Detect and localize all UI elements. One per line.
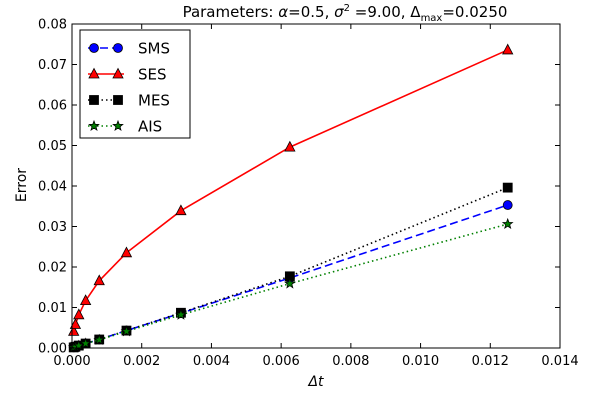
legend-marker xyxy=(88,67,100,79)
y-tick-label: 0.04 xyxy=(38,180,67,195)
data-point-sms xyxy=(502,200,513,210)
legend-marker xyxy=(113,95,123,105)
data-point-ses xyxy=(79,294,92,306)
legend-marker xyxy=(88,119,100,131)
legend-label: MES xyxy=(138,92,170,110)
series-ais xyxy=(67,217,514,353)
data-point-ais xyxy=(501,217,514,230)
series-line-mes xyxy=(73,186,509,349)
data-point-ses xyxy=(69,318,82,329)
x-tick-label: 0.000 xyxy=(53,354,90,369)
chart-title: Parameters: α=0.5, σ2 =9.00, Δmax=0.0250 xyxy=(183,3,508,24)
data-point-ses xyxy=(284,140,296,152)
data-point-ses xyxy=(73,308,85,320)
legend-marker xyxy=(112,119,124,131)
x-tick-label: 0.006 xyxy=(263,354,300,369)
legend: SMS SES MES AIS xyxy=(79,29,191,139)
y-tick-label: 0.05 xyxy=(38,139,67,154)
legend-label: SMS xyxy=(138,40,170,58)
legend-item-ses: SES xyxy=(88,66,167,84)
y-tick-label: 0.01 xyxy=(38,301,67,316)
x-tick-label: 0.012 xyxy=(472,354,509,369)
legend-item-mes: MES xyxy=(88,92,170,110)
legend-marker xyxy=(89,43,99,53)
x-tick-label: 0.014 xyxy=(541,354,578,369)
plot-frame xyxy=(71,23,561,349)
data-point-ais xyxy=(175,308,187,320)
x-tick-label: 0.002 xyxy=(123,354,160,369)
legend-marker xyxy=(89,95,99,105)
y-tick-label: 0.06 xyxy=(38,99,67,114)
data-point-ses xyxy=(120,246,133,258)
y-tick-label: 0.03 xyxy=(38,220,67,235)
legend-marker xyxy=(112,67,124,79)
data-point-ais xyxy=(79,337,92,349)
y-tick-label: 0.08 xyxy=(38,18,67,33)
x-tick-label: 0.010 xyxy=(402,354,439,369)
data-point-ais xyxy=(93,333,106,345)
data-point-ais xyxy=(120,325,133,337)
legend-label: AIS xyxy=(138,118,162,136)
y-axis-label: Error xyxy=(14,168,30,202)
series-ses xyxy=(68,43,514,336)
data-point-ses xyxy=(68,325,80,336)
legend-item-ais: AIS xyxy=(88,118,162,136)
x-axis-label: Δt xyxy=(307,374,324,390)
series-mes xyxy=(68,182,513,353)
legend-marker xyxy=(113,43,123,53)
x-tick-label: 0.004 xyxy=(193,354,230,369)
data-point-ses xyxy=(93,274,105,286)
legend-item-sms: SMS xyxy=(88,40,170,58)
y-tick-label: 0.00 xyxy=(38,342,67,357)
y-tick-label: 0.02 xyxy=(38,261,67,276)
x-tick-label: 0.008 xyxy=(332,354,369,369)
data-point-ses xyxy=(175,204,187,216)
data-point-ais xyxy=(284,277,296,289)
y-tick-label: 0.07 xyxy=(38,58,67,73)
data-point-mes xyxy=(502,182,513,193)
data-point-ses xyxy=(502,43,514,55)
legend-label: SES xyxy=(138,66,167,84)
